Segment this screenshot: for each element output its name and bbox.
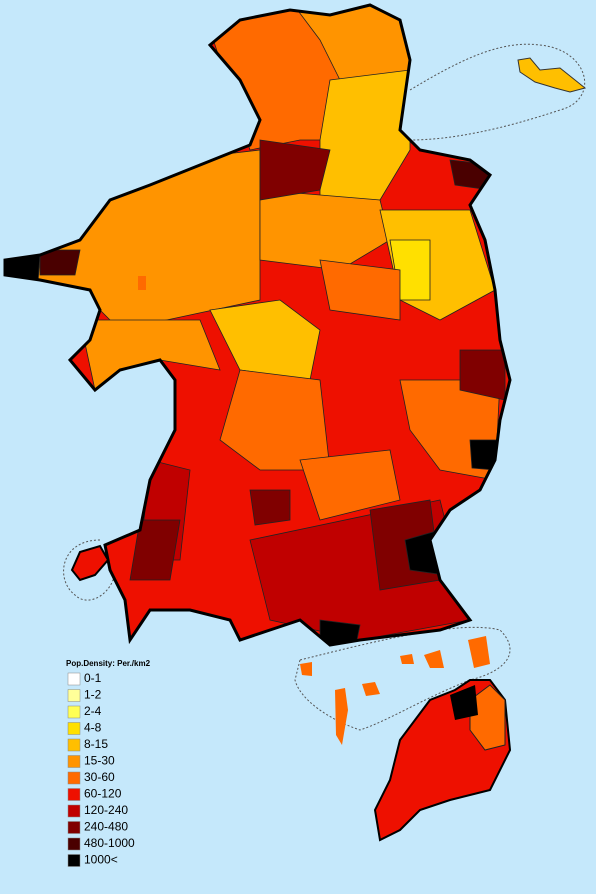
legend-swatch (67, 854, 81, 867)
region (299, 449, 401, 521)
islands (138, 276, 490, 745)
region (219, 369, 331, 471)
region (5, 149, 261, 331)
region (450, 685, 478, 720)
legend-swatch (67, 738, 81, 752)
legend-swatch (67, 771, 81, 785)
legend-label: 30-60 (84, 770, 115, 784)
legend-swatch (67, 821, 81, 834)
region (319, 259, 401, 321)
legend-swatch (67, 672, 81, 686)
legend-label: 1-2 (84, 688, 102, 702)
legend-label: 60-120 (84, 787, 122, 801)
legend-label: 15-30 (84, 754, 115, 768)
legend-label: 2-4 (84, 704, 102, 718)
legend-label: 4-8 (84, 721, 102, 735)
legend-swatch (67, 837, 81, 851)
island (517, 57, 587, 93)
island (70, 544, 110, 582)
legend-swatch (67, 689, 81, 702)
legend-swatch (67, 705, 81, 719)
legend-label: 120-240 (84, 803, 128, 817)
mainland (5, 5, 510, 645)
legend-swatch (67, 755, 81, 768)
region (259, 139, 331, 201)
legend-label: 480-1000 (84, 836, 135, 850)
legend-label: 240-480 (84, 820, 128, 834)
legend-title: Pop.Density: Per./km2 (66, 659, 151, 668)
region (319, 619, 361, 645)
region (469, 684, 506, 751)
legend-label: 1000< (84, 853, 118, 867)
region (259, 189, 391, 271)
region (209, 299, 321, 381)
region (129, 519, 181, 581)
legend-label: 8-15 (84, 737, 108, 751)
legend: Pop.Density: Per./km2 0-1 1-2 2-4 4-8 8-15 15… (66, 659, 151, 867)
region (39, 249, 81, 276)
legend-label: 0-1 (84, 671, 102, 685)
legend-swatch (67, 804, 81, 818)
legend-swatch (67, 722, 81, 735)
legend-swatch (67, 788, 81, 801)
region (249, 489, 291, 526)
